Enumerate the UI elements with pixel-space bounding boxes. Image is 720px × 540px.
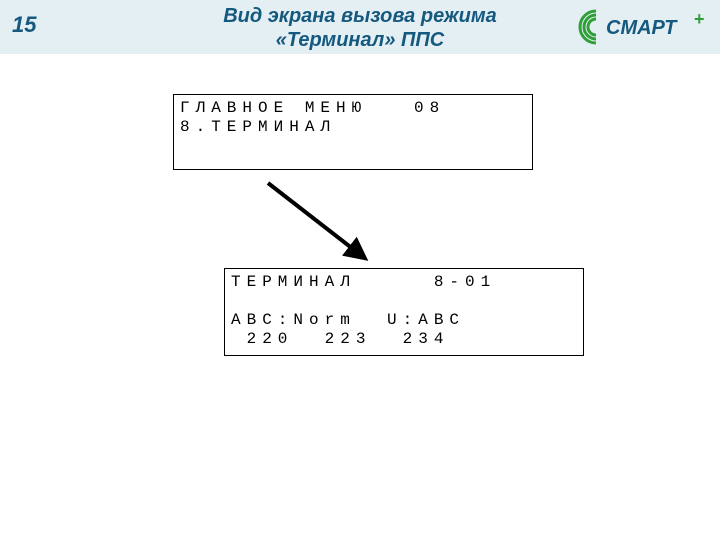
lcd-screen-main-menu: ГЛАВНОЕ МЕНЮ 08 8.ТЕРМИНАЛ (173, 94, 533, 170)
lcd-screen1-text: ГЛАВНОЕ МЕНЮ 08 8.ТЕРМИНАЛ (180, 99, 526, 137)
logo-text: СМАРТ (606, 17, 678, 39)
slide-number: 15 (12, 12, 36, 38)
slide-title-line2: «Терминал» ППС (276, 29, 444, 51)
lcd-screen-terminal: ТЕРМИНАЛ 8-01 АВС:Norm U:ABC 220 223 234 (224, 268, 584, 356)
lcd-screen2-text: ТЕРМИНАЛ 8-01 АВС:Norm U:ABC 220 223 234 (231, 273, 577, 349)
slide-title-line1: Вид экрана вызова режима (223, 5, 497, 27)
brand-logo: СМАРТ + (574, 7, 714, 47)
logo-arcs-icon (580, 11, 596, 43)
logo-plus-icon: + (694, 9, 705, 29)
slide-header: 15 Вид экрана вызова режима «Терминал» П… (0, 0, 720, 54)
slide-title: Вид экрана вызова режима «Терминал» ППС (160, 4, 560, 52)
arrow-icon (260, 175, 380, 270)
